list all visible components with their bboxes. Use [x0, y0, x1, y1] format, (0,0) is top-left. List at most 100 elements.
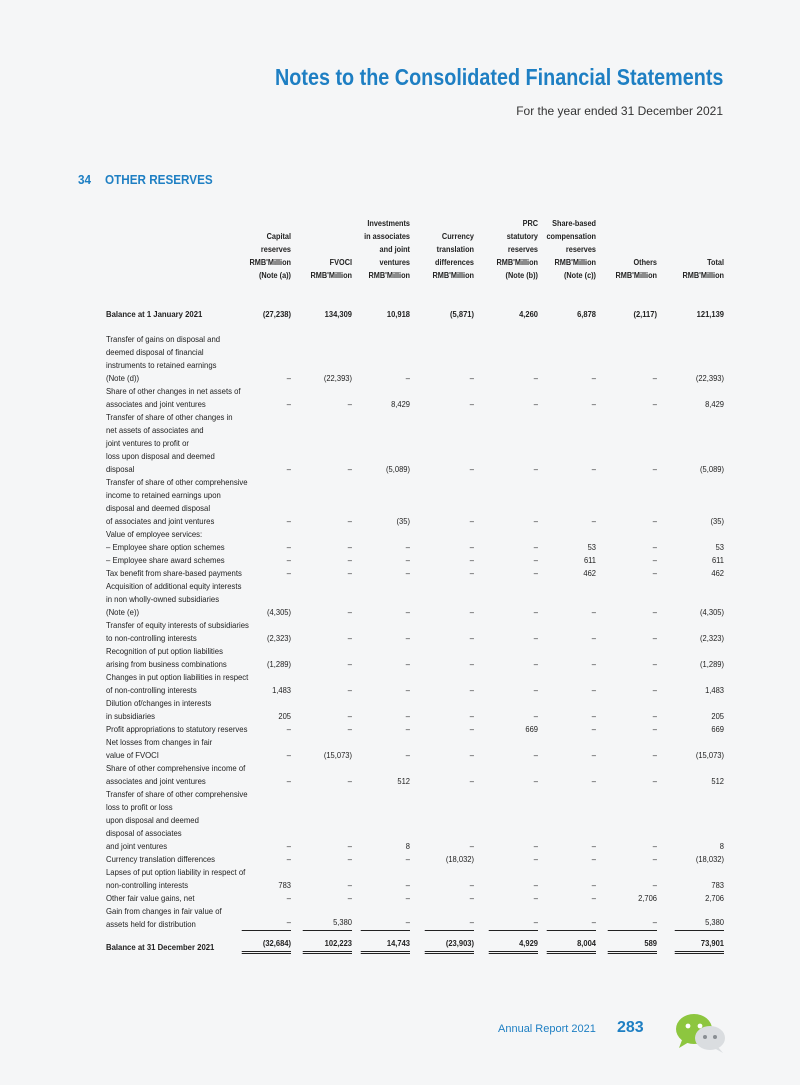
row-value: 512: [397, 776, 410, 786]
row-value: 4,929: [488, 937, 538, 954]
row-value: –: [469, 555, 474, 565]
row-value: –: [405, 750, 410, 760]
row-value: –: [591, 464, 596, 474]
row-value: 73,901: [674, 937, 724, 954]
row-value: –: [533, 542, 538, 552]
column-header: Investments in associates and joint vent…: [364, 218, 410, 280]
row-value: 2,706: [705, 893, 724, 903]
row-value: 669: [525, 724, 538, 734]
row-label: Transfer of gains on disposal and deemed…: [106, 334, 221, 383]
table-row: Currency translation differences – – – (18,0…: [106, 853, 724, 866]
row-value: (2,323): [700, 633, 724, 643]
row-value: 5,380: [302, 916, 352, 931]
row-value: –: [533, 880, 538, 890]
row-value: 6,878: [577, 309, 596, 319]
row-value: –: [652, 724, 657, 734]
table-row: Transfer of share of other comprehensive…: [106, 788, 724, 853]
row-value: –: [533, 711, 538, 721]
row-value: –: [591, 711, 596, 721]
row-value: 1,483: [272, 685, 291, 695]
column-header: Others RMB'Million: [615, 257, 657, 280]
row-value: (22,393): [323, 373, 352, 383]
row-value: 462: [583, 568, 596, 578]
row-value: –: [652, 568, 657, 578]
row-value: (15,073): [323, 750, 352, 760]
row-value: (1,289): [700, 659, 724, 669]
row-value: 669: [711, 724, 724, 734]
row-value: 53: [715, 542, 724, 552]
row-value: –: [347, 516, 352, 526]
table-row: Share of other comprehensive income of a…: [106, 762, 724, 788]
row-value: –: [488, 916, 538, 931]
row-value: –: [286, 841, 291, 851]
row-value: –: [591, 893, 596, 903]
row-label: – Employee share award schemes: [106, 555, 225, 565]
row-value: –: [591, 880, 596, 890]
row-value: –: [533, 555, 538, 565]
row-value: –: [424, 916, 474, 931]
row-value: 8,429: [705, 399, 724, 409]
row-value: –: [286, 568, 291, 578]
row-value: –: [591, 607, 596, 617]
row-value: –: [652, 880, 657, 890]
row-value: 10,918: [386, 309, 410, 319]
table-row: Acquisition of additional equity interes…: [106, 580, 724, 619]
table-row: Tax benefit from share-based payments – – –…: [106, 567, 724, 580]
row-value: –: [533, 399, 538, 409]
row-value: (32,684): [241, 937, 291, 954]
row-label: Acquisition of additional equity interes…: [106, 581, 242, 617]
table-row: Other fair value gains, net – – – – – – 2,706 2,…: [106, 892, 724, 905]
row-value: –: [469, 659, 474, 669]
table-row: Transfer of gains on disposal and deemed…: [106, 333, 724, 385]
row-value: 205: [711, 711, 724, 721]
row-value: –: [652, 841, 657, 851]
row-value: –: [241, 916, 291, 931]
row-value: –: [591, 373, 596, 383]
row-label: Balance at 1 January 2021: [106, 309, 203, 319]
row-value: –: [469, 373, 474, 383]
row-value: –: [533, 659, 538, 669]
row-value: –: [405, 711, 410, 721]
row-value: –: [347, 685, 352, 695]
row-value: –: [286, 373, 291, 383]
row-label: Transfer of equity interests of subsidia…: [106, 620, 249, 643]
row-value: 783: [711, 880, 724, 890]
row-value: –: [405, 542, 410, 552]
row-value: –: [591, 659, 596, 669]
row-value: 102,223: [302, 937, 352, 954]
row-value: (4,305): [267, 607, 291, 617]
page-subtitle: For the year ended 31 December 2021: [516, 104, 723, 118]
row-value: 8: [719, 841, 724, 851]
row-value: –: [347, 399, 352, 409]
row-value: –: [405, 659, 410, 669]
row-value: 462: [711, 568, 724, 578]
row-value: –: [286, 776, 291, 786]
row-value: –: [652, 607, 657, 617]
row-value: –: [652, 750, 657, 760]
row-value: –: [469, 568, 474, 578]
row-value: –: [533, 750, 538, 760]
row-value: –: [533, 841, 538, 851]
row-value: –: [607, 916, 657, 931]
row-value: –: [591, 516, 596, 526]
row-value: –: [286, 893, 291, 903]
row-value: –: [546, 916, 596, 931]
table-row: Value of employee services:: [106, 528, 724, 541]
row-value: –: [591, 724, 596, 734]
row-value: 4,260: [519, 309, 538, 319]
row-label: Lapses of put option liability in respec…: [106, 867, 246, 890]
row-value: –: [652, 633, 657, 643]
row-label: Dilution of/changes in interests in subs…: [106, 698, 212, 721]
row-value: –: [286, 555, 291, 565]
row-value: –: [533, 607, 538, 617]
row-value: –: [405, 724, 410, 734]
reserves-table: Capital reserves RMB'Million (Note (a)) F…: [106, 200, 724, 954]
row-value: 53: [587, 542, 596, 552]
row-value: –: [533, 685, 538, 695]
row-value: –: [652, 776, 657, 786]
row-value: –: [533, 464, 538, 474]
row-value: 205: [278, 711, 291, 721]
row-value: –: [591, 750, 596, 760]
row-value: –: [652, 854, 657, 864]
table-header: Capital reserves RMB'Million (Note (a)) F…: [106, 200, 724, 282]
